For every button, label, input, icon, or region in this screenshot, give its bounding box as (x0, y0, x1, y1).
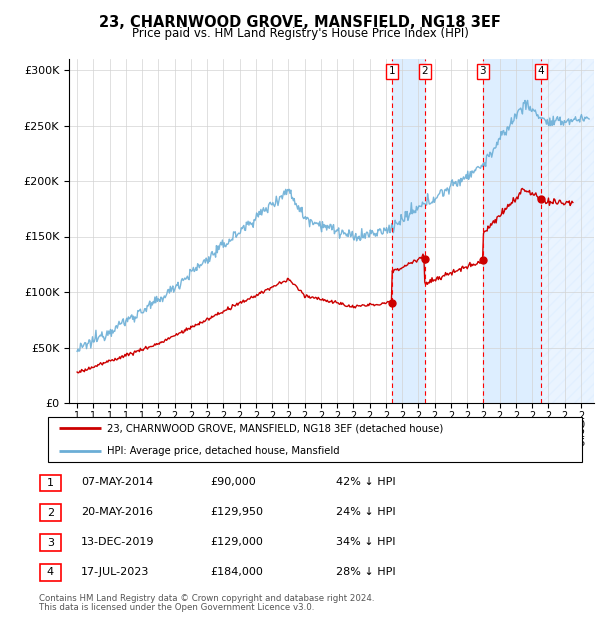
FancyBboxPatch shape (40, 475, 61, 491)
Text: 3: 3 (47, 538, 54, 547)
Text: 23, CHARNWOOD GROVE, MANSFIELD, NG18 3EF (detached house): 23, CHARNWOOD GROVE, MANSFIELD, NG18 3EF… (107, 423, 443, 433)
Text: 13-DEC-2019: 13-DEC-2019 (81, 537, 155, 547)
Text: Price paid vs. HM Land Registry's House Price Index (HPI): Price paid vs. HM Land Registry's House … (131, 27, 469, 40)
Text: 4: 4 (538, 66, 544, 76)
Text: Contains HM Land Registry data © Crown copyright and database right 2024.: Contains HM Land Registry data © Crown c… (39, 593, 374, 603)
Text: 2: 2 (47, 508, 54, 518)
Text: 1: 1 (47, 478, 54, 488)
FancyBboxPatch shape (48, 417, 582, 462)
FancyBboxPatch shape (40, 505, 61, 521)
Text: HPI: Average price, detached house, Mansfield: HPI: Average price, detached house, Mans… (107, 446, 340, 456)
Text: £184,000: £184,000 (210, 567, 263, 577)
Bar (541, 59, 594, 403)
Text: 42% ↓ HPI: 42% ↓ HPI (336, 477, 395, 487)
Text: £129,000: £129,000 (210, 537, 263, 547)
FancyBboxPatch shape (40, 564, 61, 580)
Text: This data is licensed under the Open Government Licence v3.0.: This data is licensed under the Open Gov… (39, 603, 314, 612)
Text: 4: 4 (47, 567, 54, 577)
Text: 28% ↓ HPI: 28% ↓ HPI (336, 567, 395, 577)
FancyBboxPatch shape (40, 534, 61, 551)
Text: 20-MAY-2016: 20-MAY-2016 (81, 507, 153, 517)
Bar (482, 59, 541, 403)
Text: 1: 1 (388, 66, 395, 76)
Text: 07-MAY-2014: 07-MAY-2014 (81, 477, 153, 487)
Text: 2: 2 (421, 66, 428, 76)
Text: 17-JUL-2023: 17-JUL-2023 (81, 567, 149, 577)
Text: £90,000: £90,000 (210, 477, 256, 487)
Text: £129,950: £129,950 (210, 507, 263, 517)
Text: 23, CHARNWOOD GROVE, MANSFIELD, NG18 3EF: 23, CHARNWOOD GROVE, MANSFIELD, NG18 3EF (99, 16, 501, 30)
Text: 34% ↓ HPI: 34% ↓ HPI (336, 537, 395, 547)
Text: 3: 3 (479, 66, 486, 76)
Text: 24% ↓ HPI: 24% ↓ HPI (336, 507, 395, 517)
Bar (392, 59, 425, 403)
